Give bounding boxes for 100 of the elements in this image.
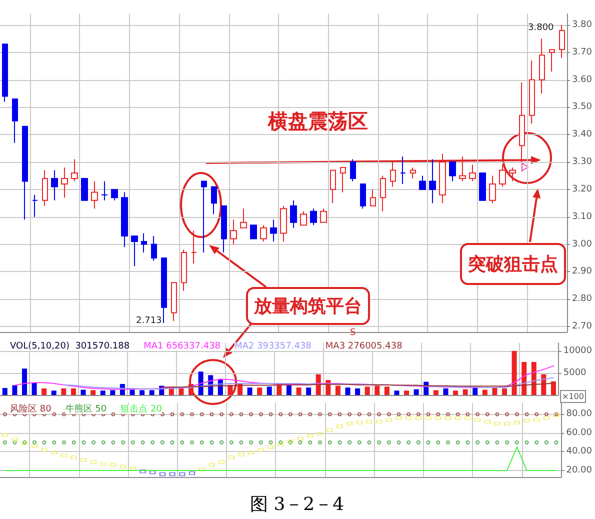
bar [384, 386, 390, 395]
candlestick [101, 180, 108, 201]
point [348, 412, 352, 416]
annotation: 放量构筑平台 [246, 287, 370, 325]
candlestick [270, 219, 277, 242]
bar [130, 390, 135, 395]
bar [492, 388, 498, 395]
candlestick [51, 170, 58, 201]
point [52, 412, 56, 416]
y-tick-label: 80.00 [566, 409, 592, 420]
point [239, 412, 244, 416]
text: MA2 393357.438 [234, 342, 312, 352]
candlestick [400, 156, 406, 184]
bar [257, 388, 262, 395]
annotation: 2.713 [136, 316, 162, 326]
candlestick [539, 38, 545, 94]
annotation: 横盘震荡区 [268, 108, 368, 135]
bar [80, 390, 86, 395]
bar [51, 390, 56, 395]
point [210, 440, 214, 444]
point [534, 412, 539, 416]
y-tick-label: 3.20 [572, 184, 592, 194]
candlestick [171, 282, 177, 322]
point [190, 440, 194, 444]
point [288, 412, 292, 416]
bar [296, 388, 302, 395]
point [367, 412, 372, 416]
point [189, 471, 195, 476]
candlestick [230, 219, 237, 245]
point [62, 412, 66, 416]
candlestick [250, 224, 257, 240]
point [396, 440, 401, 444]
annotation: 突破狙击点 [460, 243, 566, 285]
candlestick [360, 183, 366, 210]
point [170, 440, 174, 444]
candlestick [280, 205, 287, 242]
candlestick [260, 224, 267, 242]
point [140, 440, 145, 444]
point [377, 440, 382, 444]
text: ×100 [560, 390, 586, 403]
point [436, 440, 440, 444]
point [239, 440, 244, 444]
point [367, 440, 372, 444]
point [42, 440, 46, 444]
point [2, 440, 7, 444]
candlestick [71, 158, 78, 182]
candlestick [509, 167, 516, 182]
y-tick-label: 3.10 [572, 212, 592, 222]
point [426, 440, 430, 444]
point [348, 440, 352, 444]
point [258, 440, 263, 444]
text: MA1 656337.438 [144, 342, 221, 352]
point [328, 440, 332, 444]
point [111, 440, 116, 444]
candlestick [340, 167, 346, 193]
candlestick [22, 126, 28, 220]
point [210, 412, 214, 416]
candlestick [559, 24, 565, 58]
point [386, 440, 391, 444]
bar [482, 390, 488, 395]
point [554, 440, 558, 444]
annotation: S [350, 328, 356, 338]
point [514, 440, 519, 444]
point [416, 440, 420, 444]
candlestick [42, 170, 48, 206]
point [268, 412, 273, 416]
point [62, 440, 66, 444]
candlestick [380, 175, 386, 212]
candlestick [201, 180, 207, 253]
candlestick [141, 232, 147, 253]
bar [110, 390, 116, 395]
candlestick [61, 167, 68, 198]
series-label: 风险区 80 [10, 404, 52, 414]
point [466, 440, 470, 444]
y-tick-label: 2.70 [572, 322, 592, 332]
point [190, 412, 194, 416]
candlestick [439, 153, 446, 204]
point [121, 440, 126, 444]
bar [472, 388, 478, 395]
candlestick [429, 158, 436, 204]
candlestick [489, 175, 496, 204]
candlestick [459, 156, 466, 182]
text: 牛熊区 50 [65, 404, 107, 414]
bar [32, 382, 37, 395]
candlestick [290, 200, 297, 228]
point [160, 440, 164, 444]
point [258, 412, 263, 416]
point [220, 412, 224, 416]
bar [2, 388, 8, 395]
bar [22, 368, 27, 395]
line-series [63, 377, 554, 390]
point [386, 412, 391, 416]
point [220, 440, 224, 444]
point [436, 412, 440, 416]
candlestick [121, 192, 128, 248]
y-tick-label: 2.80 [572, 294, 592, 304]
point [32, 440, 36, 444]
candlestick [499, 164, 506, 188]
candlestick [221, 205, 227, 253]
bar [531, 362, 536, 395]
